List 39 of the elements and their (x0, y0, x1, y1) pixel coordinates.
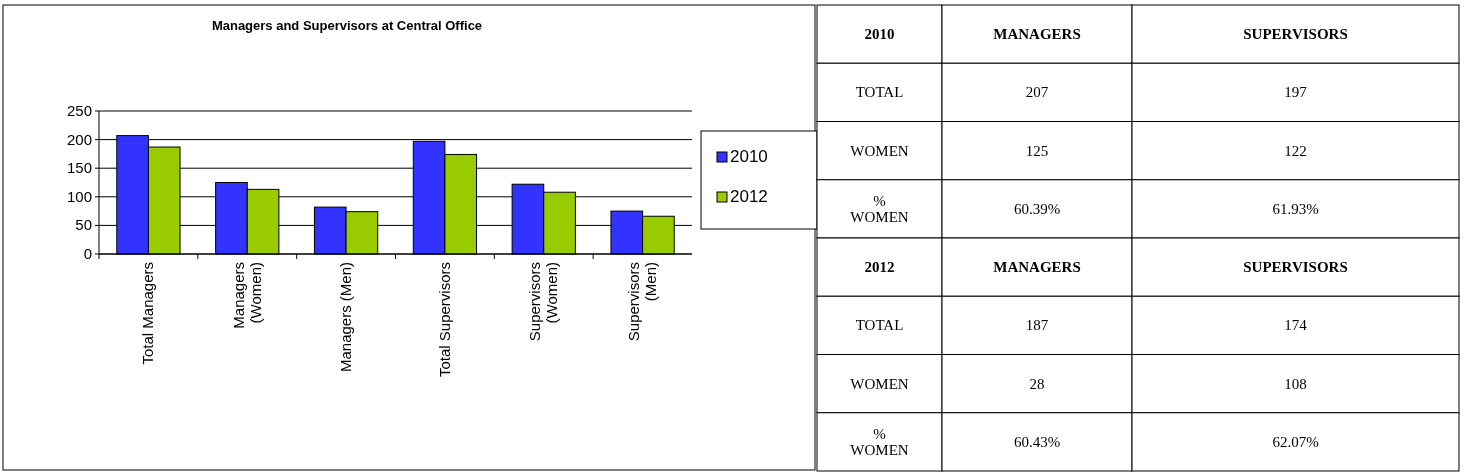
y-tick-label: 0 (83, 245, 92, 262)
x-tick-label: Total Supervisors (435, 262, 453, 378)
text: TOTAL (855, 84, 904, 101)
y-tick-label: 250 (66, 102, 92, 119)
text: SUPERVISORS (1243, 26, 1348, 43)
text: 2010 (864, 26, 895, 43)
y-tick-label: 100 (66, 187, 92, 205)
text: % WOMEN (850, 425, 909, 458)
text: 62.07% (1272, 433, 1319, 450)
text: SUPERVISORS (1243, 259, 1348, 276)
y-tick-label: 150 (66, 159, 92, 177)
legend-label: 2010 (730, 147, 768, 166)
chart-title: Managers and Supervisors at Central Office (211, 18, 483, 33)
x-tick-label: Managers (Women) (229, 262, 264, 329)
text: 60.39% (1013, 200, 1061, 217)
text: 187 (1025, 317, 1049, 334)
x-tick-label: Total Managers (139, 262, 157, 365)
y-tick-label: 50 (75, 216, 92, 234)
text: 197 (1284, 84, 1308, 101)
text: WOMEN (850, 375, 909, 392)
text: 61.93% (1272, 200, 1319, 217)
text: MANAGERS (993, 26, 1081, 43)
text: TOTAL (855, 317, 904, 334)
text: 28 (1029, 375, 1045, 392)
x-tick-label: Supervisors (Men) (625, 262, 660, 342)
text: % WOMEN (850, 192, 909, 225)
x-tick-label: Managers (Men) (337, 262, 355, 373)
text: 122 (1284, 142, 1307, 159)
text: 207 (1025, 84, 1049, 101)
y-tick-label: 200 (66, 130, 92, 148)
text: WOMEN (850, 142, 909, 159)
text: 125 (1025, 142, 1049, 159)
legend-label: 2012 (730, 187, 768, 206)
text: 2012 (864, 259, 895, 276)
text: 174 (1284, 317, 1308, 334)
text: MANAGERS (993, 259, 1081, 276)
text: 60.43% (1013, 433, 1061, 450)
text: 108 (1284, 375, 1307, 392)
x-tick-label: Supervisors (Women) (526, 262, 561, 342)
